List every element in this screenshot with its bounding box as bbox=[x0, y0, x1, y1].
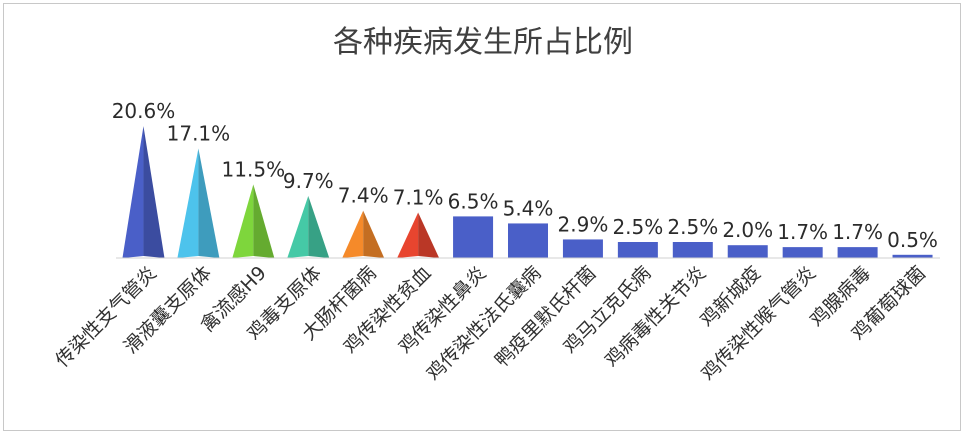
data-label-9: 2.9% bbox=[558, 212, 609, 236]
chart-marks bbox=[122, 126, 933, 258]
data-label-7: 6.5% bbox=[448, 189, 499, 213]
bar-12 bbox=[727, 245, 768, 258]
bar-14 bbox=[837, 247, 878, 258]
data-label-14: 1.7% bbox=[832, 220, 883, 244]
pyramid-bar-6 bbox=[397, 212, 440, 258]
pyramid-bar-2 bbox=[177, 148, 220, 258]
data-label-2: 17.1% bbox=[167, 122, 231, 146]
data-label-3: 11.5% bbox=[222, 157, 286, 181]
data-label-13: 1.7% bbox=[777, 220, 828, 244]
data-label-8: 5.4% bbox=[503, 196, 554, 220]
pyramid-bar-4 bbox=[287, 195, 330, 258]
pyramid-bar-3 bbox=[232, 184, 275, 258]
bar-9 bbox=[562, 239, 603, 258]
pyramid-bar-1 bbox=[122, 126, 165, 258]
bar-15 bbox=[892, 254, 933, 258]
data-label-15: 0.5% bbox=[887, 228, 938, 252]
data-labels: 20.6%17.1%11.5%9.7%7.4% 7.1% 6.5% 5.4%2.9% 2… bbox=[112, 99, 938, 252]
bar-7 bbox=[453, 216, 494, 258]
x-tick-label-11: 鸡病毒性关节炎 bbox=[601, 262, 711, 372]
bar-11 bbox=[672, 242, 713, 258]
data-label-4: 9.7% bbox=[283, 169, 334, 193]
data-label-12: 2.0% bbox=[722, 218, 773, 242]
data-label-5: 7.4% bbox=[338, 184, 389, 208]
x-tick-labels: 传染性支气管炎滑液囊支原体禽流感H9鸡毒支原体大肠杆菌病鸡传染性贫血鸡传染性鼻炎… bbox=[51, 262, 930, 385]
pyramid-bar-5 bbox=[342, 210, 385, 258]
chart-title: 各种疾病发生所占比例 bbox=[333, 25, 633, 60]
bar-13 bbox=[782, 247, 823, 258]
bar-10 bbox=[617, 242, 658, 258]
bar-8 bbox=[508, 223, 548, 258]
data-label-11: 2.5% bbox=[667, 215, 718, 239]
data-label-10: 2.5% bbox=[612, 215, 663, 239]
data-label-6: 7.1% bbox=[393, 186, 444, 210]
data-label-1: 20.6% bbox=[112, 99, 176, 123]
